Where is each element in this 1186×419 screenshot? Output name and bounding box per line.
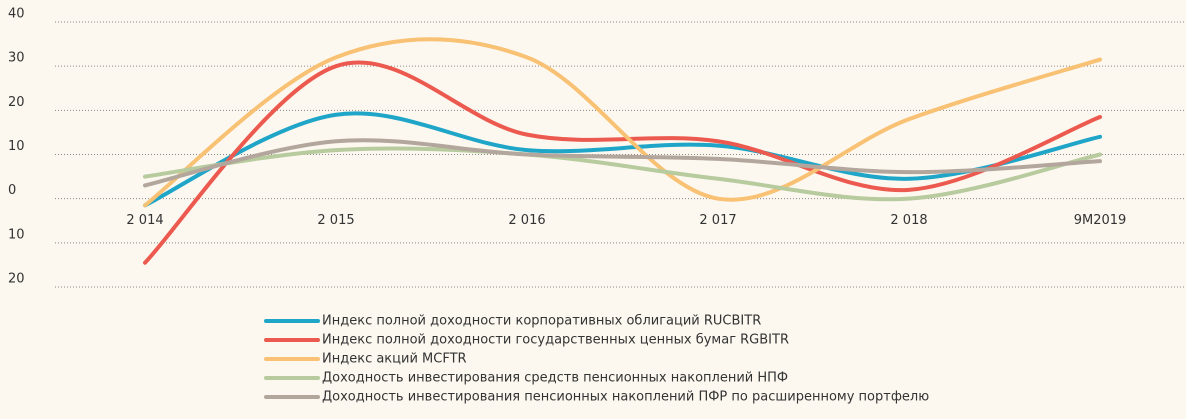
- y-tick-label: 30: [8, 51, 25, 66]
- y-tick-label: 0: [8, 183, 16, 198]
- x-tick-label: 2 015: [317, 213, 354, 228]
- legend-label: Индекс полной доходности корпоративных о…: [322, 314, 761, 329]
- x-tick-label: 2 017: [699, 213, 736, 228]
- x-tick-label: 2 014: [126, 213, 163, 228]
- legend-label: Индекс акций MCFTR: [322, 352, 467, 367]
- x-tick-label: 2 018: [890, 213, 927, 228]
- legend-label: Доходность инвестирования средств пенсио…: [322, 371, 788, 386]
- series-line: [143, 37, 1102, 208]
- series-line: [143, 146, 1102, 202]
- series-line: [143, 111, 1102, 208]
- y-tick-label: 40: [8, 7, 25, 22]
- legend-label: Доходность инвестирования пенсионных нак…: [322, 390, 929, 405]
- y-tick-label: 20: [8, 95, 25, 110]
- x-tick-label: 9M2019: [1074, 213, 1127, 228]
- y-tick-label: 20: [8, 272, 25, 287]
- y-tick-label: 10: [8, 227, 25, 242]
- series-line: [143, 60, 1102, 265]
- y-tick-label: 10: [8, 139, 25, 154]
- series-line: [143, 138, 1102, 188]
- legend-label: Индекс полной доходности государственных…: [322, 333, 789, 348]
- x-tick-label: 2 016: [508, 213, 545, 228]
